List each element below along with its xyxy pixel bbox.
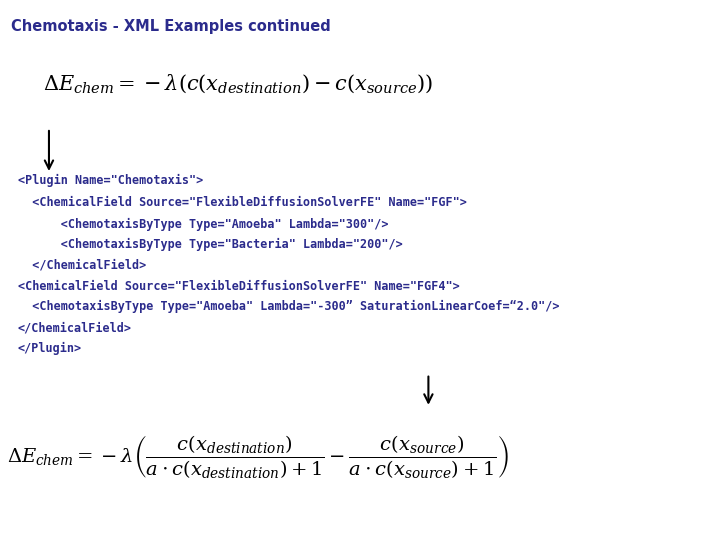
- Text: <ChemotaxisByType Type="Amoeba" Lambda="-300” SaturationLinearCoef=“2.0"/>: <ChemotaxisByType Type="Amoeba" Lambda="…: [18, 300, 559, 313]
- Text: <ChemicalField Source="FlexibleDiffusionSolverFE" Name="FGF4">: <ChemicalField Source="FlexibleDiffusion…: [18, 280, 460, 293]
- Text: $\Delta E_{chem} = -\lambda(c(x_{destination}) - c(x_{source}))$: $\Delta E_{chem} = -\lambda(c(x_{destina…: [43, 72, 433, 95]
- Text: </Plugin>: </Plugin>: [18, 342, 82, 355]
- Text: Chemotaxis - XML Examples continued: Chemotaxis - XML Examples continued: [11, 19, 330, 34]
- Text: </ChemicalField>: </ChemicalField>: [18, 321, 132, 334]
- Text: <ChemotaxisByType Type="Bacteria" Lambda="200"/>: <ChemotaxisByType Type="Bacteria" Lambda…: [18, 238, 402, 251]
- Text: $\Delta E_{chem} = -\lambda\left(\dfrac{c(x_{destination})}{a\cdot c(x_{destinat: $\Delta E_{chem} = -\lambda\left(\dfrac{…: [7, 433, 509, 480]
- Text: </ChemicalField>: </ChemicalField>: [18, 258, 146, 271]
- Text: <ChemotaxisByType Type="Amoeba" Lambda="300"/>: <ChemotaxisByType Type="Amoeba" Lambda="…: [18, 218, 389, 231]
- Text: <Plugin Name="Chemotaxis">: <Plugin Name="Chemotaxis">: [18, 174, 203, 187]
- Text: <ChemicalField Source="FlexibleDiffusionSolverFE" Name="FGF">: <ChemicalField Source="FlexibleDiffusion…: [18, 196, 467, 209]
